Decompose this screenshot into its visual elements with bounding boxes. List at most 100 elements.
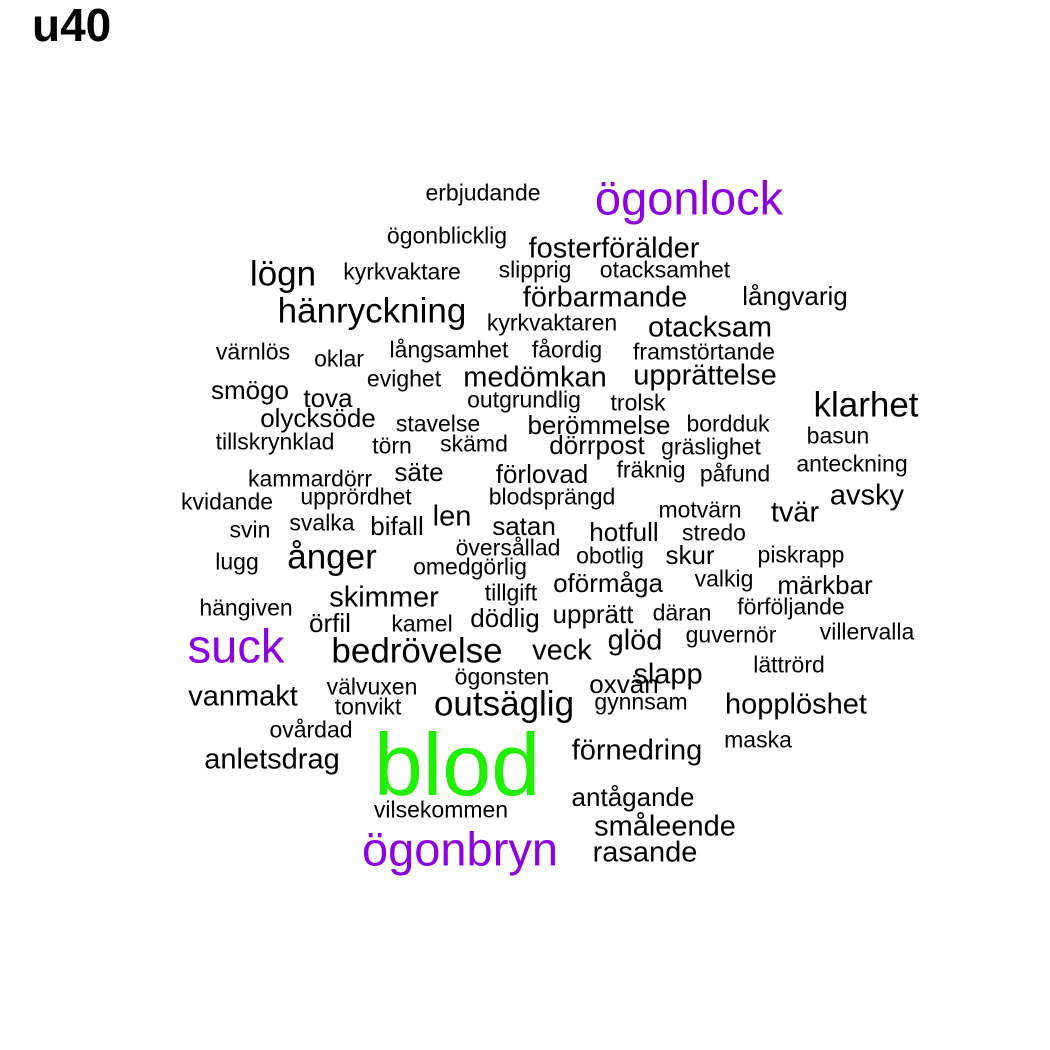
cloud-word: dödlig xyxy=(470,603,540,633)
cloud-word: ögonsten xyxy=(454,663,550,690)
cloud-word: olycksöde xyxy=(260,403,376,433)
cloud-word: upprördhet xyxy=(300,483,412,510)
cloud-word: vanmakt xyxy=(188,680,298,713)
cloud-word: tillgift xyxy=(484,579,538,606)
cloud-word: vilsekommen xyxy=(373,796,509,823)
cloud-word: ånger xyxy=(287,537,377,577)
cloud-word: guvernör xyxy=(685,621,777,648)
cloud-word: säte xyxy=(394,457,444,487)
cloud-word: evighet xyxy=(366,365,442,392)
cloud-word: berömmelse xyxy=(527,410,671,440)
cloud-word: kammardörr xyxy=(248,465,372,492)
cloud-word: oxvän xyxy=(589,669,659,699)
cloud-word: däran xyxy=(652,599,712,626)
cloud-word: outgrundlig xyxy=(467,386,581,413)
cloud-word: satan xyxy=(492,511,556,541)
cloud-word: klarhet xyxy=(813,385,919,425)
cloud-word: gynnsam xyxy=(594,688,688,715)
cloud-word: fräknig xyxy=(616,456,686,483)
cloud-word: småleende xyxy=(594,810,736,843)
cloud-word: anletsdrag xyxy=(204,743,340,776)
cloud-word: villervalla xyxy=(819,618,915,645)
cloud-word: suck xyxy=(187,619,285,673)
cloud-word: kamel xyxy=(391,610,453,637)
cloud-word: lättrörd xyxy=(753,651,825,678)
cloud-word: glöd xyxy=(607,624,663,657)
cloud-word: antågande xyxy=(571,782,695,812)
cloud-word: oförmåga xyxy=(553,568,663,598)
cloud-word: lugg xyxy=(215,548,259,575)
cloud-word: ögonbryn xyxy=(362,822,558,876)
cloud-word: förbarmande xyxy=(522,281,688,314)
cloud-word: framstörtande xyxy=(633,338,775,365)
cloud-word: slapp xyxy=(633,658,703,691)
cloud-word: långsamhet xyxy=(389,336,509,363)
cloud-word: maska xyxy=(724,726,792,753)
cloud-word: avsky xyxy=(829,479,905,512)
cloud-word: fosterförälder xyxy=(528,232,700,265)
cloud-word: tillskrynklad xyxy=(215,428,335,455)
cloud-word: örfil xyxy=(309,608,351,638)
cloud-word: blod xyxy=(373,715,541,814)
cloud-word: outsäglig xyxy=(433,684,575,724)
cloud-word: gräslighet xyxy=(661,433,761,460)
cloud-word: veck xyxy=(532,634,592,667)
cloud-word: förlovad xyxy=(495,459,589,489)
cloud-word: upprätt xyxy=(552,599,634,629)
cloud-word: tonvikt xyxy=(334,693,402,720)
cloud-word: bifall xyxy=(370,511,424,541)
cloud-word: hängiven xyxy=(199,594,293,621)
cloud-word: kyrkvaktare xyxy=(343,258,461,285)
cloud-word: skämd xyxy=(440,430,508,457)
cloud-word: välvuxen xyxy=(326,673,418,700)
cloud-word: otacksamhet xyxy=(599,256,731,283)
cloud-word: ögonlock xyxy=(594,171,784,225)
cloud-word: påfund xyxy=(699,460,771,487)
cloud-word: svin xyxy=(229,516,271,543)
cloud-word: smögo xyxy=(210,375,290,405)
cloud-word: tova xyxy=(303,383,353,413)
cloud-word: valkig xyxy=(694,565,754,592)
cloud-word: bedrövelse xyxy=(331,631,503,671)
cloud-word: märkbar xyxy=(777,570,873,600)
cloud-word: lögn xyxy=(249,254,317,294)
cloud-word: upprättelse xyxy=(633,359,777,392)
cloud-word: basun xyxy=(806,422,870,449)
cloud-word: svalka xyxy=(289,509,355,536)
cloud-word: hänryckning xyxy=(277,291,467,331)
cloud-word: trolsk xyxy=(610,389,666,416)
cloud-word: fåordig xyxy=(531,336,603,363)
cloud-word: kvidande xyxy=(180,488,274,515)
cloud-word: anteckning xyxy=(796,450,908,477)
cloud-word: ovårdad xyxy=(269,716,353,743)
cloud-word: översållad xyxy=(455,534,561,561)
cloud-word: hotfull xyxy=(589,517,659,547)
cloud-word: stredo xyxy=(682,519,746,546)
cloud-word: långvarig xyxy=(742,281,848,311)
cloud-word: kyrkvaktaren xyxy=(486,309,618,336)
cloud-word: förföljande xyxy=(737,593,845,620)
cloud-word: rasande xyxy=(592,836,698,869)
cloud-word: skimmer xyxy=(329,581,439,614)
page-title: u40 xyxy=(32,0,112,51)
cloud-word: omedgörlig xyxy=(413,553,527,580)
cloud-word: piskrapp xyxy=(757,541,845,568)
cloud-word: dörrpost xyxy=(549,430,645,460)
cloud-word: stavelse xyxy=(395,410,481,437)
cloud-word: obotlig xyxy=(576,542,644,569)
cloud-word: bordduk xyxy=(686,410,770,437)
cloud-word: blodsprängd xyxy=(488,483,616,510)
cloud-word: skur xyxy=(665,540,715,570)
cloud-word: hopplöshet xyxy=(725,688,867,721)
cloud-word: förnedring xyxy=(571,734,703,767)
cloud-word: medömkan xyxy=(463,361,607,394)
cloud-word: värnlös xyxy=(215,338,291,365)
cloud-word: oklar xyxy=(314,345,364,372)
cloud-word: otacksam xyxy=(647,311,773,344)
cloud-word: ögonblicklig xyxy=(386,222,508,249)
cloud-word: tvär xyxy=(770,496,820,529)
cloud-word: slipprig xyxy=(498,256,572,283)
cloud-word: motvärn xyxy=(658,496,742,523)
cloud-word: törn xyxy=(372,432,412,459)
